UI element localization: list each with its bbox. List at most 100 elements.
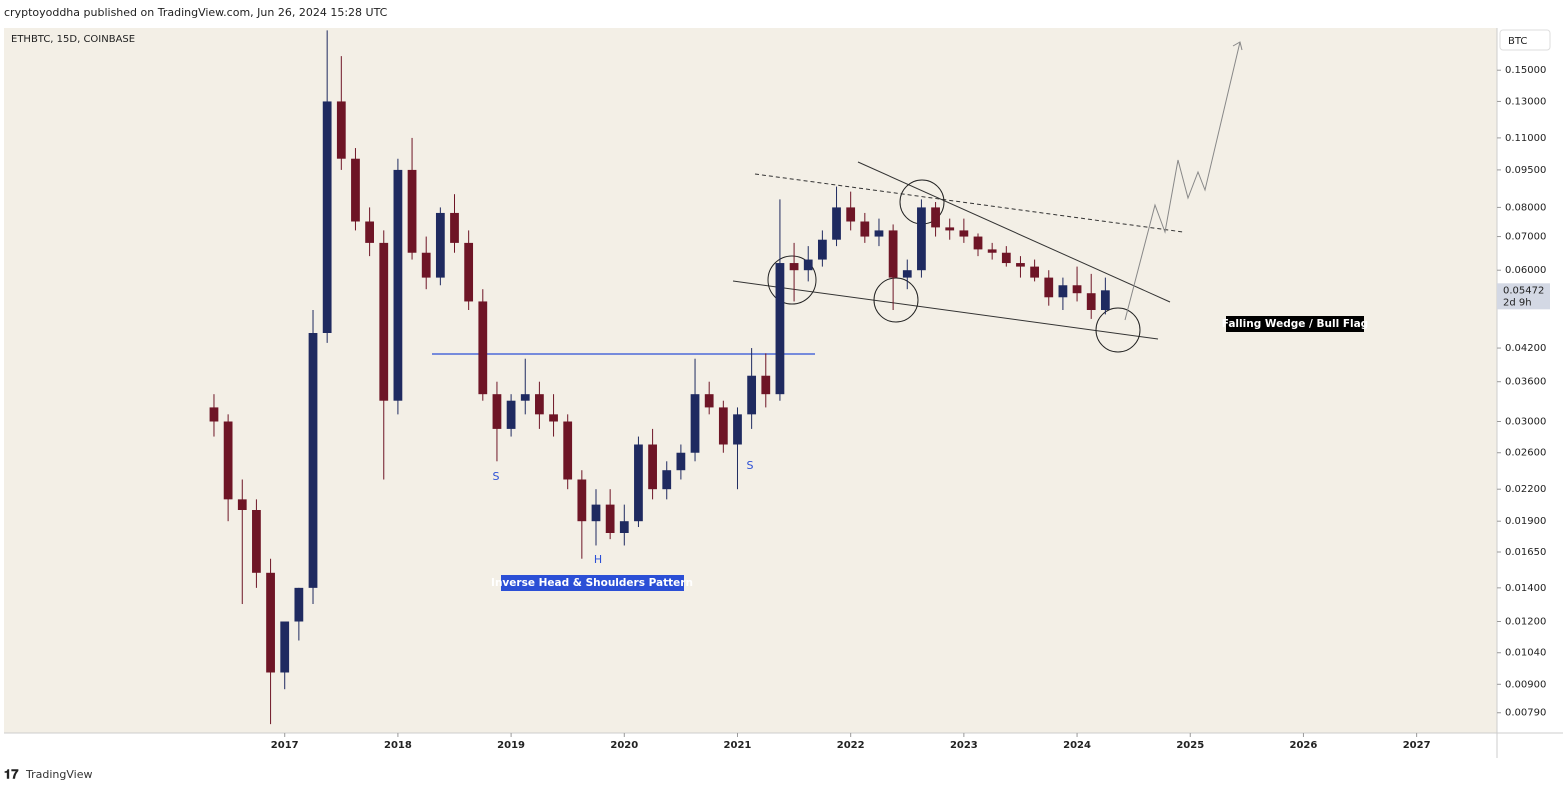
candle-body xyxy=(294,587,304,622)
candle-body xyxy=(266,572,275,673)
candle-body xyxy=(308,333,318,588)
annotation-box xyxy=(1226,316,1364,332)
candle-body xyxy=(351,158,360,222)
candle-body xyxy=(1030,266,1039,278)
candle-body xyxy=(506,400,516,429)
y-tick-label: 0.06000 xyxy=(1505,265,1546,276)
candle-body xyxy=(252,510,261,573)
candle-body xyxy=(718,407,728,445)
circle-mark xyxy=(1095,307,1141,353)
candle-body xyxy=(803,259,813,271)
y-tick-label: 0.01650 xyxy=(1505,547,1546,558)
countdown: 2d 9h xyxy=(1503,297,1532,308)
y-tick-label: 0.00790 xyxy=(1505,708,1546,719)
currency-box xyxy=(1499,29,1551,51)
currency: BTC xyxy=(1508,36,1527,47)
resistance-line xyxy=(754,173,1184,233)
candle-body xyxy=(336,101,346,159)
x-tick-label: 2018 xyxy=(384,740,412,751)
candle-body xyxy=(435,212,445,278)
last-price-box xyxy=(1497,283,1550,310)
wedge-line xyxy=(857,161,1171,303)
candle-body xyxy=(492,394,502,429)
candle-body xyxy=(365,221,374,243)
candle-body xyxy=(280,621,290,673)
x-tick-label: 2020 xyxy=(610,740,638,751)
x-tick-label: 2024 xyxy=(1063,740,1091,751)
y-tick-label: 0.01040 xyxy=(1505,648,1546,659)
candle-body xyxy=(945,227,955,231)
candle-body xyxy=(931,207,940,228)
annotation: S xyxy=(493,470,500,483)
annotation-box xyxy=(501,575,684,591)
y-axis: 0.15000 0.13000 0.11000 0.09500 0.08000 0.070… xyxy=(1497,65,1550,719)
candle-body xyxy=(591,504,601,522)
candle-body xyxy=(761,375,771,395)
y-tick-label: 0.02600 xyxy=(1505,448,1546,459)
candle-body xyxy=(393,169,403,401)
y-tick-label: 0.13000 xyxy=(1505,96,1546,107)
y-tick-label: 0.01900 xyxy=(1505,516,1546,527)
candle-body xyxy=(676,452,686,471)
wedge-line xyxy=(732,280,1159,340)
candle-body xyxy=(478,301,488,395)
last-price-label: 0.05472 xyxy=(1503,285,1544,296)
candle-body xyxy=(223,421,233,500)
candle-body xyxy=(973,236,983,250)
annotation: H xyxy=(594,553,602,566)
candle-body xyxy=(917,207,926,271)
candle-body xyxy=(1016,263,1025,267)
candle-body xyxy=(747,375,757,415)
candles xyxy=(209,30,1110,725)
candle-body xyxy=(902,270,912,278)
candle-body xyxy=(648,444,657,490)
candle-body xyxy=(379,242,389,401)
candle-body xyxy=(450,212,459,243)
candle-body xyxy=(733,414,742,445)
candle-body xyxy=(322,101,332,334)
logo-mark: 𝟏𝟕 xyxy=(4,768,19,783)
candle-body xyxy=(1058,285,1068,298)
candle-body xyxy=(1086,293,1096,311)
y-tick-label: 0.04200 xyxy=(1505,343,1546,354)
candle-body xyxy=(421,252,431,278)
candle-body xyxy=(860,221,870,237)
y-tick-label: 0.01400 xyxy=(1505,583,1546,594)
footer: TradingView xyxy=(25,768,92,781)
candle-body xyxy=(520,394,530,401)
candle-body xyxy=(789,263,799,271)
projection-arrowhead xyxy=(1232,41,1243,51)
candle-body xyxy=(209,407,219,422)
header: cryptoyoddha published on TradingView.co… xyxy=(4,6,388,19)
candle-body xyxy=(577,479,587,522)
candle-body xyxy=(464,242,474,302)
candle-body xyxy=(1044,277,1054,298)
candle-body xyxy=(817,239,827,260)
x-tick-label: 2021 xyxy=(724,740,752,751)
candle-body xyxy=(563,421,573,480)
y-tick-label: 0.08000 xyxy=(1505,202,1546,213)
candle-body xyxy=(605,504,615,534)
annotation: S xyxy=(747,459,754,472)
y-tick-label: 0.03600 xyxy=(1505,377,1546,388)
circle-mark xyxy=(873,277,919,323)
candle-body xyxy=(549,414,558,422)
candle-body xyxy=(874,230,884,237)
y-tick-label: 0.11000 xyxy=(1505,133,1546,144)
x-tick-label: 2019 xyxy=(497,740,525,751)
candle-body xyxy=(1100,290,1110,311)
y-tick-label: 0.01200 xyxy=(1505,617,1546,628)
y-tick-label: 0.07000 xyxy=(1505,232,1546,243)
candle-body xyxy=(407,169,417,253)
annotation: Falling Wedge / Bull Flag xyxy=(1222,318,1368,330)
x-tick-label: 2027 xyxy=(1403,740,1431,751)
candle-body xyxy=(1001,252,1011,264)
candle-body xyxy=(832,207,841,240)
candle-body xyxy=(662,470,672,490)
candle-body xyxy=(690,394,700,453)
candle-body xyxy=(535,394,544,415)
x-tick-label: 2022 xyxy=(837,740,865,751)
x-tick-label: 2026 xyxy=(1290,740,1318,751)
